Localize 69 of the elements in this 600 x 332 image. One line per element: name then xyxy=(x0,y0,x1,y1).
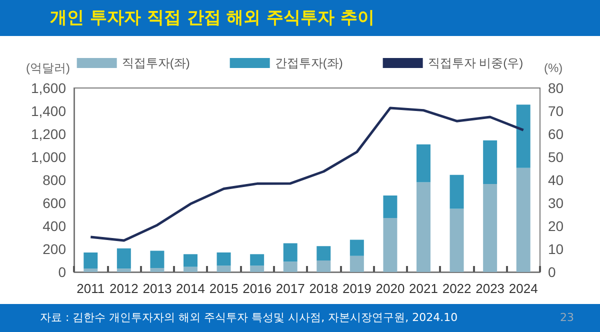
y2-tick-label: 80 xyxy=(548,80,564,96)
x-tick-label: 2022 xyxy=(442,281,472,296)
y-tick-label: 1,200 xyxy=(30,126,66,142)
bar xyxy=(84,268,98,272)
bar xyxy=(150,268,164,272)
x-tick-label: 2023 xyxy=(476,281,505,296)
bar xyxy=(350,240,364,256)
y-tick-label: 1,400 xyxy=(30,103,66,119)
bar xyxy=(450,174,464,209)
bar xyxy=(316,246,331,260)
y-tick-label: 600 xyxy=(42,195,66,211)
bar xyxy=(250,266,264,272)
bar xyxy=(250,254,264,266)
bar xyxy=(116,268,131,272)
chart-title: 개인 투자자 직접 간접 해외 주식투자 추이 xyxy=(0,0,600,36)
y2-tick-label: 0 xyxy=(548,264,556,280)
y2-tick-label: 20 xyxy=(548,218,564,234)
x-tick-label: 2013 xyxy=(142,281,172,296)
y2-tick-label: 30 xyxy=(548,195,564,211)
bar xyxy=(416,182,430,272)
bar xyxy=(516,104,530,168)
x-tick-label: 2012 xyxy=(109,281,138,296)
text: 23 xyxy=(560,310,574,326)
x-tick-label: 2014 xyxy=(176,281,205,296)
bar xyxy=(450,208,464,272)
y-tick-label: 800 xyxy=(42,172,66,188)
bar xyxy=(116,248,131,269)
y2-tick-label: 70 xyxy=(548,103,564,119)
y2-tick-label: 10 xyxy=(548,241,564,257)
x-tick-label: 2018 xyxy=(309,281,338,296)
x-tick-label: 2019 xyxy=(342,281,372,296)
legend-label: 직접투자 비중(우) xyxy=(428,56,524,70)
y-axis-title: (억달러) xyxy=(26,61,70,75)
bar xyxy=(84,252,98,269)
legend-label: 직접투자(좌) xyxy=(122,56,190,70)
bar xyxy=(283,262,298,272)
y2-axis-title: (%) xyxy=(544,61,563,75)
bar xyxy=(383,218,398,272)
x-tick-label: 2015 xyxy=(209,281,238,296)
bar xyxy=(416,144,430,182)
bar xyxy=(483,140,498,184)
bar xyxy=(150,250,164,268)
x-tick-label: 2016 xyxy=(242,281,272,296)
y2-tick-label: 40 xyxy=(548,172,564,188)
y-tick-label: 200 xyxy=(42,241,66,257)
bar xyxy=(316,260,331,272)
y-tick-label: 0 xyxy=(58,264,66,280)
y2-tick-label: 60 xyxy=(548,126,564,142)
x-tick-label: 2024 xyxy=(508,281,538,296)
x-tick-label: 2020 xyxy=(376,281,405,296)
x-tick-label: 2011 xyxy=(76,281,105,296)
text: 자료 : 김한수 개인투자자의 해외 주식투자 특성및 시사점, 자본시장연구원, 2024.10 xyxy=(40,310,458,326)
x-tick-label: 2017 xyxy=(276,281,305,296)
y-tick-label: 1,000 xyxy=(30,149,66,165)
bar xyxy=(184,254,198,267)
bar xyxy=(383,196,398,218)
bar xyxy=(283,243,298,262)
y-tick-label: 1,600 xyxy=(30,80,66,96)
bar xyxy=(216,266,231,272)
bar xyxy=(216,252,231,266)
bar xyxy=(483,184,498,272)
y2-tick-label: 50 xyxy=(548,149,564,165)
bar xyxy=(516,168,530,272)
x-tick-label: 2021 xyxy=(409,281,438,296)
y-tick-label: 400 xyxy=(42,218,66,234)
bar xyxy=(184,266,198,272)
bar xyxy=(350,256,364,272)
line-series xyxy=(89,106,525,242)
legend-label: 간접투자(좌) xyxy=(274,56,343,70)
